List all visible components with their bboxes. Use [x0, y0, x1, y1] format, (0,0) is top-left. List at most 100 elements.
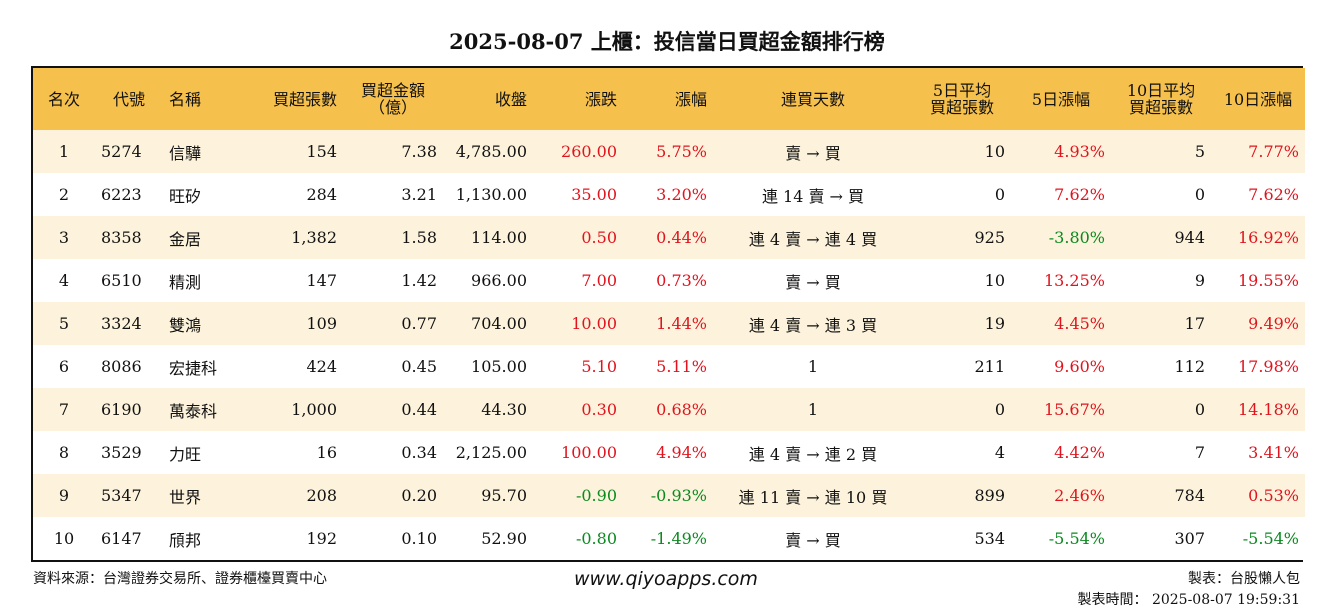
cell-pct5: 7.62%: [1054, 185, 1105, 204]
cell-change: 0.50: [581, 228, 617, 247]
cell-close: 114.00: [471, 228, 527, 247]
cell-name: 旺矽: [169, 186, 202, 206]
header-label: 代號: [112, 89, 145, 109]
cell-pct: 4.94%: [656, 443, 707, 462]
header-label: 5日平均: [932, 81, 992, 100]
cell-close: 2,125.00: [455, 443, 527, 462]
cell-avg5: 4: [994, 443, 1005, 462]
cell-streak: 連 4 賣 → 連 2 買: [748, 444, 878, 464]
cell-amount: 1.58: [401, 228, 437, 247]
header-shares: 買超張數: [245, 68, 343, 130]
header-code: 代號: [95, 68, 163, 130]
table-header-row: 名次 代號 名稱 買超張數 買超金額 （億） 收盤 漲跌 漲幅 連買天數 5日平均 買超張數 5日漲幅 1…: [33, 68, 1305, 130]
cell-pct: -1.49%: [650, 529, 707, 548]
cell-name: 金居: [169, 229, 202, 249]
cell-code: 6147: [101, 529, 142, 548]
cell-code: 8358: [101, 228, 142, 247]
header-avg10: 10日平均 買超張數: [1111, 68, 1211, 130]
cell-change: -0.90: [575, 486, 617, 505]
cell-pct10: 7.77%: [1248, 142, 1299, 161]
cell-shares: 147: [306, 271, 337, 290]
cell-streak: 賣 → 買: [785, 143, 841, 163]
cell-shares: 154: [306, 142, 337, 161]
cell-name: 雙鴻: [169, 315, 202, 335]
table-row: 9 5347 世界 208 0.20 95.70 -0.90 -0.93% 連 11 賣 → 連…: [33, 474, 1305, 517]
cell-name: 力旺: [169, 444, 202, 464]
data-source: 資料來源：台灣證券交易所、證券櫃檯買賣中心: [33, 571, 327, 587]
cell-amount: 0.20: [401, 486, 437, 505]
website-link[interactable]: www.qiyoapps.com: [574, 568, 758, 590]
cell-pct5: 15.67%: [1043, 400, 1105, 419]
cell-pct10: 14.18%: [1237, 400, 1299, 419]
page-title: 2025-08-07 上櫃：投信當日買超金額排行榜: [449, 29, 885, 54]
cell-code: 3324: [101, 314, 142, 333]
table-row: 10 6147 頎邦 192 0.10 52.90 -0.80 -1.49% 賣 → 買 534 -…: [33, 517, 1305, 560]
header-sublabel: （億）: [368, 98, 417, 117]
cell-code: 6223: [101, 185, 142, 204]
table-row: 1 5274 信驊 154 7.38 4,785.00 260.00 5.75% 賣 → 買 10…: [33, 130, 1305, 173]
cell-close: 966.00: [471, 271, 527, 290]
cell-streak: 連 11 賣 → 連 10 買: [738, 487, 888, 507]
cell-name: 精測: [169, 272, 202, 292]
cell-close: 4,785.00: [455, 142, 527, 161]
cell-code: 6510: [101, 271, 142, 290]
cell-pct5: 13.25%: [1043, 271, 1105, 290]
cell-avg10: 112: [1174, 357, 1205, 376]
cell-pct10: 0.53%: [1248, 486, 1299, 505]
cell-pct: 0.68%: [656, 400, 707, 419]
cell-streak: 連 14 賣 → 買: [761, 186, 865, 206]
header-pct: 漲幅: [623, 68, 713, 130]
cell-avg5: 534: [974, 529, 1005, 548]
cell-change: 260.00: [561, 142, 617, 161]
cell-close: 44.30: [481, 400, 527, 419]
cell-avg5: 0: [994, 400, 1005, 419]
table-row: 2 6223 旺矽 284 3.21 1,130.00 35.00 3.20% 連 14 賣 →…: [33, 173, 1305, 216]
cell-avg10: 7: [1194, 443, 1205, 462]
cell-pct5: -5.54%: [1048, 529, 1105, 548]
cell-name: 宏捷科: [169, 358, 218, 378]
header-streak: 連買天數: [713, 68, 913, 130]
cell-pct5: 9.60%: [1054, 357, 1105, 376]
cell-amount: 0.77: [401, 314, 437, 333]
cell-pct: 0.44%: [656, 228, 707, 247]
header-label: 名次: [47, 89, 80, 109]
cell-pct5: -3.80%: [1048, 228, 1105, 247]
header-label: 漲幅: [674, 89, 707, 109]
cell-pct5: 2.46%: [1054, 486, 1105, 505]
cell-streak: 賣 → 買: [785, 272, 841, 292]
made-time: 製表時間： 2025-08-07 19:59:31: [1077, 592, 1301, 608]
cell-pct: 0.73%: [656, 271, 707, 290]
header-change: 漲跌: [533, 68, 623, 130]
cell-code: 5274: [101, 142, 142, 161]
cell-pct: 5.75%: [656, 142, 707, 161]
cell-avg10: 784: [1174, 486, 1205, 505]
cell-rank: 1: [58, 142, 70, 161]
cell-pct: 5.11%: [656, 357, 707, 376]
cell-pct10: 19.55%: [1237, 271, 1299, 290]
cell-change: 100.00: [561, 443, 617, 462]
cell-avg10: 9: [1194, 271, 1205, 290]
cell-avg5: 925: [974, 228, 1005, 247]
cell-code: 6190: [101, 400, 142, 419]
header-pct10: 10日漲幅: [1211, 68, 1305, 130]
cell-name: 信驊: [169, 143, 202, 163]
table-row: 7 6190 萬泰科 1,000 0.44 44.30 0.30 0.68% 1 0 15.67% 0…: [33, 388, 1305, 431]
cell-name: 頎邦: [169, 530, 202, 550]
cell-rank: 10: [53, 529, 75, 548]
cell-pct10: 9.49%: [1248, 314, 1299, 333]
cell-pct: 3.20%: [656, 185, 707, 204]
table-row: 3 8358 金居 1,382 1.58 114.00 0.50 0.44% 連 4 賣 → 連…: [33, 216, 1305, 259]
header-label: 買超金額: [360, 81, 425, 100]
cell-streak: 賣 → 買: [785, 530, 841, 550]
cell-amount: 0.10: [401, 529, 437, 548]
cell-avg10: 307: [1174, 529, 1205, 548]
cell-change: 0.30: [581, 400, 617, 419]
cell-rank: 5: [58, 314, 70, 333]
cell-rank: 9: [58, 486, 70, 505]
header-sublabel: 買超張數: [929, 98, 994, 117]
cell-avg10: 5: [1194, 142, 1205, 161]
cell-code: 3529: [101, 443, 142, 462]
table-row: 5 3324 雙鴻 109 0.77 704.00 10.00 1.44% 連 4 賣 → 連 …: [33, 302, 1305, 345]
header-label: 5日漲幅: [1031, 89, 1091, 109]
cell-rank: 4: [58, 271, 70, 290]
